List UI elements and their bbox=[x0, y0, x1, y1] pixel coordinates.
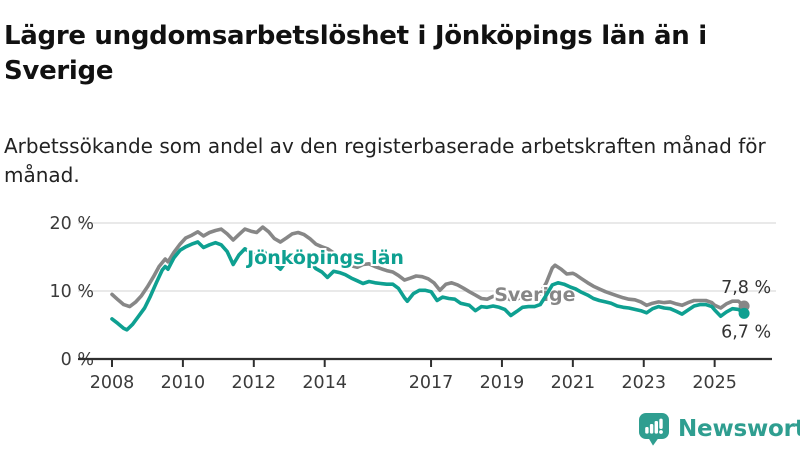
sverige-series-label: Sverige bbox=[494, 284, 575, 306]
page-title: Lägre ungdomsarbetslöshet i Jönköpings l… bbox=[4, 21, 707, 86]
x-axis-tick-label: 2017 bbox=[409, 373, 454, 393]
y-axis-tick-label: 0 % bbox=[61, 350, 94, 370]
jonkoping-series-label: Jönköpings län bbox=[245, 247, 404, 269]
jonkoping-end-value-label: 6,7 % bbox=[721, 322, 771, 342]
brand-name: Newsworthy bbox=[678, 415, 800, 442]
x-axis-tick-label: 2021 bbox=[551, 373, 596, 393]
bar-chart-speech-bubble-icon bbox=[639, 413, 669, 446]
x-axis-tick-label: 2010 bbox=[161, 373, 206, 393]
jonkoping-line bbox=[110, 240, 746, 332]
x-axis-tick-label: 2008 bbox=[90, 373, 135, 393]
sverige-end-value-label: 7,8 % bbox=[721, 278, 771, 298]
y-axis-tick-label: 10 % bbox=[50, 282, 94, 302]
sverige-line bbox=[110, 225, 746, 310]
x-axis-tick-label: 2014 bbox=[302, 373, 347, 393]
x-axis-tick-label: 2023 bbox=[621, 373, 666, 393]
chart-subtitle: Arbetssökande som andel av den registerb… bbox=[4, 134, 766, 187]
x-axis-tick-label: 2025 bbox=[692, 373, 737, 393]
jonkoping-end-dot bbox=[738, 307, 750, 319]
x-axis-tick-label: 2019 bbox=[480, 373, 525, 393]
y-axis-tick-label: 20 % bbox=[50, 214, 94, 234]
x-axis-tick-label: 2012 bbox=[232, 373, 277, 393]
newsworthy-logo: Newsworthy bbox=[637, 411, 800, 446]
